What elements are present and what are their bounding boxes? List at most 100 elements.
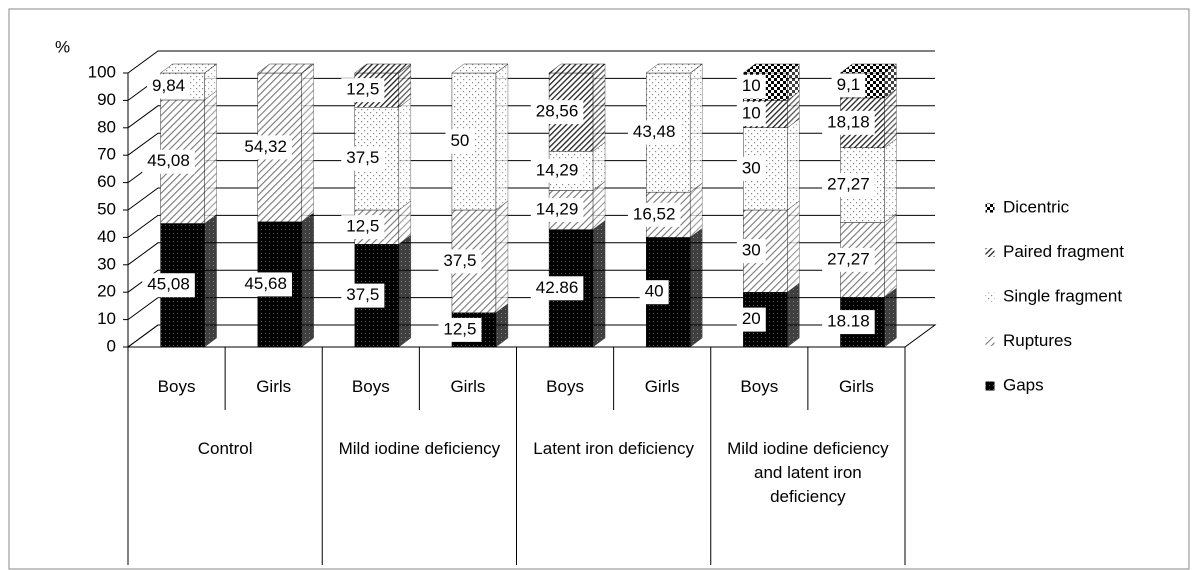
data-label: 40: [645, 282, 664, 301]
group-label: Latent iron deficiency: [533, 439, 694, 458]
data-label: 37,5: [443, 251, 476, 270]
legend-swatch: [984, 247, 996, 258]
data-label: 30: [742, 241, 761, 260]
y-tick-label: 100: [88, 62, 116, 81]
data-label: 10: [742, 104, 761, 123]
bar-top: [159, 63, 218, 74]
label-bg: [530, 100, 584, 125]
label-bg: [142, 273, 195, 298]
x-tick-label: Girls: [256, 377, 292, 396]
data-label: 20: [742, 309, 761, 328]
label-bg: [445, 129, 475, 154]
x-tick-label: Boys: [740, 377, 779, 396]
legend-swatch: [984, 291, 996, 303]
data-label: 45,08: [147, 275, 190, 294]
grid-line: [127, 297, 935, 321]
group-label: Control: [197, 439, 253, 458]
y-tick-label: 40: [97, 227, 116, 246]
data-label: 18.18: [827, 312, 870, 331]
data-label: 12,5: [346, 217, 379, 236]
label-bg: [530, 158, 584, 183]
data-label: 50: [450, 131, 469, 150]
label-bg: [736, 74, 766, 99]
label-bg: [627, 202, 681, 227]
label-bg: [142, 149, 195, 174]
label-bg: [239, 135, 292, 160]
bar-side: [592, 63, 606, 152]
label-bg: [341, 78, 385, 103]
bar-side: [689, 227, 703, 348]
x-tick-label: Girls: [644, 377, 680, 396]
data-label: 9,84: [152, 76, 185, 95]
data-label: 42.86: [536, 278, 579, 297]
y-tick-label: 30: [97, 254, 116, 273]
bar-side: [204, 90, 217, 224]
bar-side: [884, 138, 897, 223]
label-bg: [639, 280, 669, 305]
grid-line: [127, 324, 935, 348]
label-bg: [736, 239, 766, 264]
data-label: 28,56: [536, 102, 579, 121]
y-tick-label: 80: [97, 117, 116, 136]
bar-side: [301, 212, 314, 348]
data-label: 27,27: [827, 175, 870, 194]
y-tick-label: 50: [97, 199, 116, 218]
legend-label: Ruptures: [1003, 331, 1072, 350]
label-bg: [341, 283, 385, 308]
legend-swatch: [984, 202, 996, 214]
bar-side: [495, 200, 509, 314]
data-label: 12,5: [443, 319, 476, 338]
label-bg: [147, 74, 191, 99]
group-label: Mild iodine deficiency: [338, 439, 501, 458]
x-tick-label: Boys: [546, 377, 584, 396]
data-label: 12,5: [346, 80, 379, 99]
bar-side: [398, 97, 412, 211]
bar-top: [742, 63, 800, 74]
bar-side: [787, 200, 800, 293]
y-tick-label: 90: [97, 90, 116, 109]
label-bg: [438, 249, 482, 274]
bar-side: [301, 63, 314, 223]
y-tick-label: 10: [97, 309, 116, 328]
data-label: 14,29: [536, 199, 579, 218]
data-label: 37,5: [346, 285, 379, 304]
label-bg: [530, 276, 584, 301]
x-tick-label: Girls: [450, 377, 486, 396]
data-label: 45,68: [244, 274, 287, 293]
x-tick-label: Boys: [157, 377, 196, 396]
label-bg: [341, 215, 385, 240]
grid-line: [127, 77, 935, 101]
label-bg: [341, 146, 385, 171]
data-label: 54,32: [244, 137, 287, 156]
grid-line: [127, 50, 935, 74]
x-tick-label: Boys: [351, 377, 390, 396]
y-tick-label: 60: [97, 172, 116, 191]
bar-top: [257, 63, 315, 74]
label-bg: [736, 102, 766, 127]
bar-side: [204, 214, 217, 348]
label-bg: [736, 307, 766, 332]
y-tick-label: 0: [107, 336, 116, 355]
legend-label: Gaps: [1003, 375, 1044, 394]
data-label: 18,18: [827, 112, 870, 131]
bar-side: [689, 182, 703, 238]
data-label: 45,08: [147, 151, 190, 170]
bar-side: [398, 234, 412, 348]
data-label: 27,27: [827, 249, 870, 268]
bar-top: [548, 63, 606, 74]
data-label: 30: [742, 158, 761, 177]
label-bg: [736, 156, 766, 181]
data-label: 10: [742, 76, 761, 95]
frame: [8, 8, 1190, 570]
bar-side: [787, 282, 800, 348]
legend-label: Single fragment: [1003, 286, 1122, 305]
label-bg: [822, 173, 875, 198]
bar-side: [495, 63, 509, 211]
legend-label: Paired fragment: [1003, 242, 1124, 261]
bar-top: [645, 63, 703, 74]
y-axis-label: %: [55, 37, 70, 56]
data-label: 16,52: [633, 204, 676, 223]
bar-top: [839, 63, 898, 74]
